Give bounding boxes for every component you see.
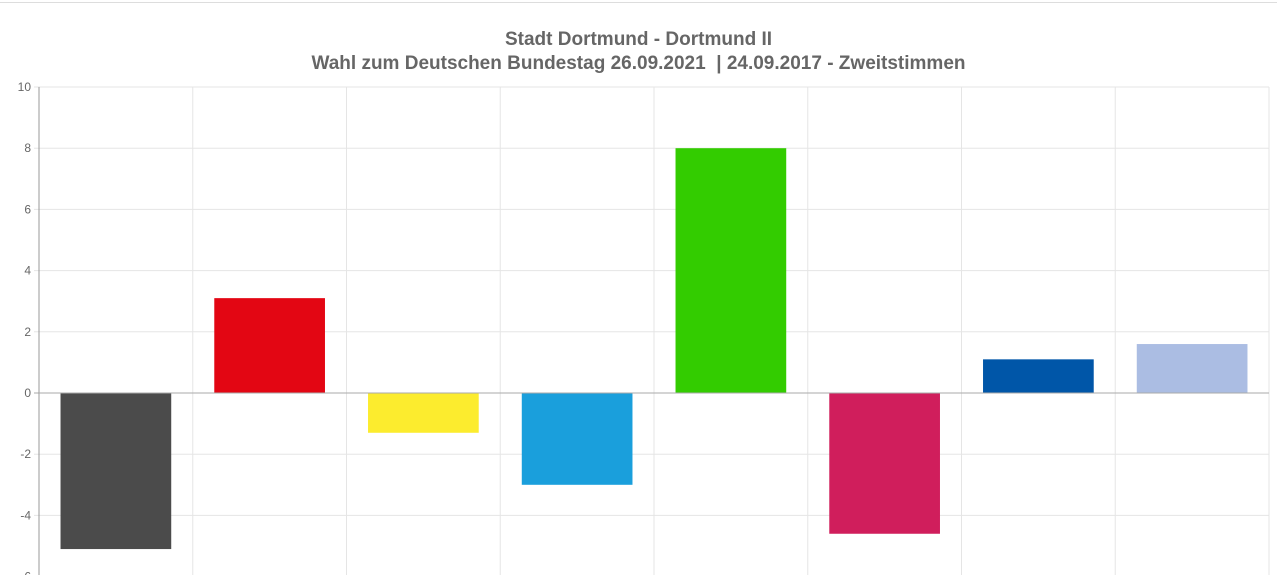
top-border — [0, 2, 1277, 3]
y-tick-label: -2 — [20, 447, 31, 461]
bar — [1136, 344, 1248, 393]
y-tick-label: 4 — [24, 264, 31, 278]
bar — [368, 393, 479, 433]
bar — [521, 393, 633, 485]
y-tick-label: -4 — [20, 508, 31, 522]
bar — [675, 148, 787, 393]
y-tick-label: 10 — [18, 80, 32, 94]
y-tick-label: 6 — [24, 202, 31, 216]
bar — [60, 393, 172, 550]
chart-subtitle: Wahl zum Deutschen Bundestag 26.09.2021 … — [311, 53, 966, 74]
y-tick-label: -6 — [20, 570, 31, 575]
y-tick-label: 8 — [24, 141, 31, 155]
chart-title: Stadt Dortmund - Dortmund II — [504, 29, 773, 50]
y-tick-label: 2 — [24, 325, 31, 339]
bar — [214, 298, 325, 393]
bar — [983, 359, 1094, 393]
y-tick-label: 0 — [24, 386, 31, 400]
bar — [829, 393, 940, 534]
